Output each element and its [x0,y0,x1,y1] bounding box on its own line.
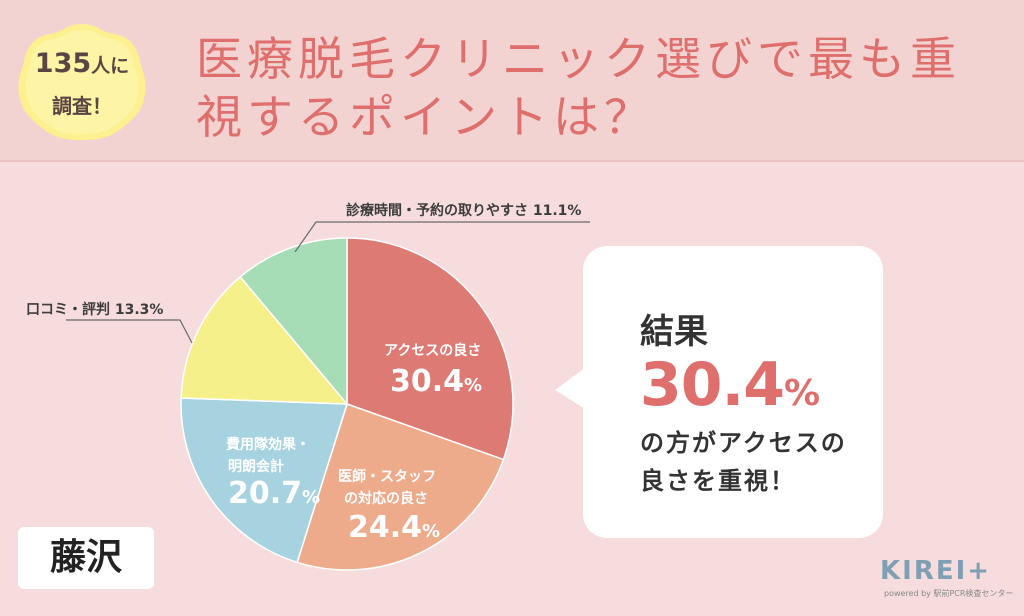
reviews-outside-label: 口コミ・評判 13.3% [26,302,164,318]
staff-value: 24.4 [348,510,423,545]
hours-outside-label: 診療時間・予約の取りやすさ 11.1% [346,203,582,219]
city-label: 藤沢 [49,537,122,578]
cost-slice-label-2: 明朗会計 [228,459,284,475]
logo-text: KIREI+ [880,556,992,586]
cost-pct: % [302,487,321,508]
result-text-line2: 良さを重視！ [640,467,796,495]
result-percent: % [784,373,821,414]
page-title: 医療脱毛クリニック選びで最も重視するポイントは？ [196,32,961,144]
result-bubble [583,246,883,538]
result-value: 30.4% [640,350,820,420]
survey-badge: 135人に 調査！ [14,20,150,144]
result-label: 結果 [640,312,708,352]
access-pct: % [464,375,483,396]
staff-slice-label-1: 医師・スタッフ [338,469,436,485]
result-text: の方がアクセスの 良さを重視！ [640,424,847,500]
result-number: 30.4 [640,350,785,420]
cost-slice-label-1: 費用隊効果・ [226,437,310,453]
header-divider [0,160,1024,162]
pie-slice-cost [180,397,349,564]
staff-slice-value: 24.4% [348,510,440,545]
city-label-box: 藤沢 [18,527,154,589]
badge-line2: 調査！ [52,94,112,118]
access-slice-label: アクセスの良さ [384,343,482,359]
badge-burst-icon [18,24,146,140]
pie-slice-access [346,237,514,461]
result-text-line1: の方がアクセスの [640,429,847,457]
cost-value: 20.7 [228,476,303,511]
cost-slice-value: 20.7% [228,476,320,511]
brand-logo: KIREI+ powered by 駅前PCR検査センター [880,556,1014,600]
staff-pct: % [422,521,441,542]
access-slice-value: 30.4% [390,364,482,399]
header-band [0,0,1024,160]
pie-slice-reviews [180,275,349,405]
badge-count: 135 [34,48,92,79]
logo-subtext: powered by 駅前PCR検査センター [884,589,1014,598]
badge-line1: 135人に [14,48,150,79]
hours-leader-line [294,221,590,253]
pie-slice-staff [296,403,505,571]
badge-suffix: 人に [91,55,130,77]
pie-slice-hours [239,237,348,407]
reviews-leader-line [66,319,193,344]
access-value: 30.4 [390,364,465,399]
staff-slice-label-2: の対応の良さ [344,491,428,507]
